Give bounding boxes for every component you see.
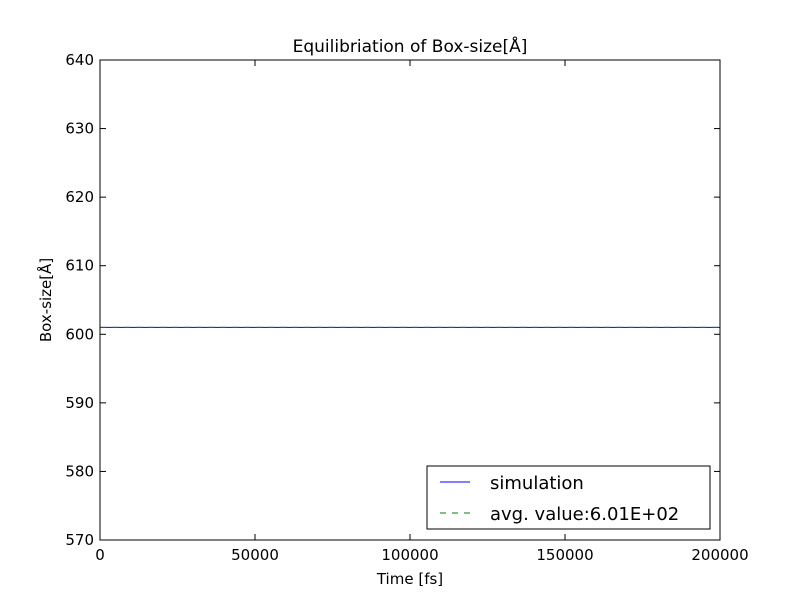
- y-tick-label: 570: [65, 531, 94, 549]
- y-tick-label: 620: [65, 188, 94, 206]
- y-tick-label: 590: [65, 394, 94, 412]
- x-tick-label: 0: [95, 546, 105, 564]
- y-tick-label: 640: [65, 51, 94, 69]
- x-tick-label: 150000: [536, 546, 593, 564]
- y-axis: 570 580 590 600 610 620 630 640: [65, 51, 720, 549]
- y-axis-label: Box-size[Å]: [36, 258, 55, 342]
- legend: simulation avg. value:6.01E+02: [426, 465, 711, 530]
- y-tick-label: 610: [65, 257, 94, 275]
- x-tick-label: 100000: [381, 546, 438, 564]
- y-tick-label: 580: [65, 462, 94, 480]
- x-axis: 0 50000 100000 150000 200000: [95, 60, 749, 564]
- x-tick-label: 200000: [691, 546, 748, 564]
- y-tick-label: 600: [65, 325, 94, 343]
- y-tick-label: 630: [65, 120, 94, 138]
- legend-label-1: avg. value:6.01E+02: [490, 504, 679, 525]
- x-axis-label: Time [fs]: [376, 570, 443, 588]
- chart-title: Equilibriation of Box-size[Å]: [293, 35, 528, 57]
- x-tick-label: 50000: [231, 546, 279, 564]
- legend-box: [426, 465, 711, 530]
- legend-label-0: simulation: [490, 473, 584, 494]
